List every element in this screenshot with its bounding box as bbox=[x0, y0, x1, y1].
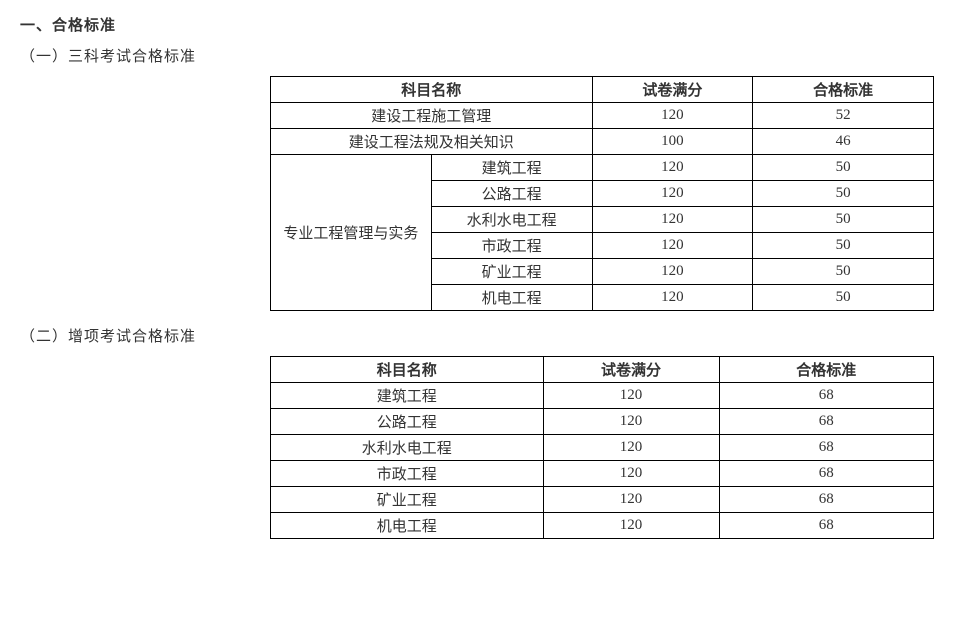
table-row: 建筑工程 120 68 bbox=[271, 383, 934, 409]
cell-subject: 机电工程 bbox=[271, 513, 544, 539]
header-full-score: 试卷满分 bbox=[543, 357, 719, 383]
main-heading: 一、合格标准 bbox=[20, 14, 934, 35]
cell-subject: 建设工程法规及相关知识 bbox=[271, 129, 593, 155]
cell-full: 120 bbox=[543, 461, 719, 487]
cell-full: 120 bbox=[543, 487, 719, 513]
cell-full: 100 bbox=[592, 129, 753, 155]
cell-pass: 50 bbox=[753, 285, 934, 311]
cell-pass: 50 bbox=[753, 181, 934, 207]
cell-full: 120 bbox=[543, 383, 719, 409]
cell-subject: 建筑工程 bbox=[431, 155, 592, 181]
cell-full: 120 bbox=[592, 207, 753, 233]
table-header-row: 科目名称 试卷满分 合格标准 bbox=[271, 77, 934, 103]
cell-group-label: 专业工程管理与实务 bbox=[271, 155, 432, 311]
table-row: 公路工程 120 68 bbox=[271, 409, 934, 435]
cell-subject: 水利水电工程 bbox=[271, 435, 544, 461]
cell-full: 120 bbox=[592, 181, 753, 207]
cell-pass: 50 bbox=[753, 233, 934, 259]
header-full-score: 试卷满分 bbox=[592, 77, 753, 103]
cell-pass: 68 bbox=[719, 383, 933, 409]
cell-full: 120 bbox=[592, 155, 753, 181]
section2-heading: （二）增项考试合格标准 bbox=[20, 325, 934, 346]
cell-pass: 68 bbox=[719, 435, 933, 461]
cell-subject: 公路工程 bbox=[431, 181, 592, 207]
table-row: 建设工程法规及相关知识 100 46 bbox=[271, 129, 934, 155]
header-pass-score: 合格标准 bbox=[753, 77, 934, 103]
cell-pass: 46 bbox=[753, 129, 934, 155]
cell-full: 120 bbox=[543, 513, 719, 539]
header-subject: 科目名称 bbox=[271, 77, 593, 103]
table-row: 建设工程施工管理 120 52 bbox=[271, 103, 934, 129]
cell-full: 120 bbox=[592, 259, 753, 285]
cell-pass: 68 bbox=[719, 487, 933, 513]
table-row: 机电工程 120 68 bbox=[271, 513, 934, 539]
cell-subject: 市政工程 bbox=[431, 233, 592, 259]
table-three-subjects: 科目名称 试卷满分 合格标准 建设工程施工管理 120 52 建设工程法规及相关… bbox=[270, 76, 934, 311]
cell-subject: 公路工程 bbox=[271, 409, 544, 435]
cell-subject: 市政工程 bbox=[271, 461, 544, 487]
cell-pass: 50 bbox=[753, 155, 934, 181]
cell-subject: 矿业工程 bbox=[431, 259, 592, 285]
cell-subject: 建筑工程 bbox=[271, 383, 544, 409]
cell-subject: 水利水电工程 bbox=[431, 207, 592, 233]
cell-pass: 52 bbox=[753, 103, 934, 129]
table-row: 市政工程 120 68 bbox=[271, 461, 934, 487]
table-row: 矿业工程 120 68 bbox=[271, 487, 934, 513]
section1-heading: （一）三科考试合格标准 bbox=[20, 45, 934, 66]
cell-pass: 50 bbox=[753, 207, 934, 233]
cell-full: 120 bbox=[592, 233, 753, 259]
cell-full: 120 bbox=[592, 285, 753, 311]
cell-subject: 机电工程 bbox=[431, 285, 592, 311]
header-pass-score: 合格标准 bbox=[719, 357, 933, 383]
table-header-row: 科目名称 试卷满分 合格标准 bbox=[271, 357, 934, 383]
header-subject: 科目名称 bbox=[271, 357, 544, 383]
cell-full: 120 bbox=[543, 435, 719, 461]
cell-full: 120 bbox=[543, 409, 719, 435]
table-additional: 科目名称 试卷满分 合格标准 建筑工程 120 68 公路工程 120 68 水… bbox=[270, 356, 934, 539]
cell-pass: 68 bbox=[719, 513, 933, 539]
cell-full: 120 bbox=[592, 103, 753, 129]
cell-subject: 建设工程施工管理 bbox=[271, 103, 593, 129]
cell-subject: 矿业工程 bbox=[271, 487, 544, 513]
cell-pass: 68 bbox=[719, 409, 933, 435]
table-row: 专业工程管理与实务 建筑工程 120 50 bbox=[271, 155, 934, 181]
cell-pass: 68 bbox=[719, 461, 933, 487]
cell-pass: 50 bbox=[753, 259, 934, 285]
table-row: 水利水电工程 120 68 bbox=[271, 435, 934, 461]
